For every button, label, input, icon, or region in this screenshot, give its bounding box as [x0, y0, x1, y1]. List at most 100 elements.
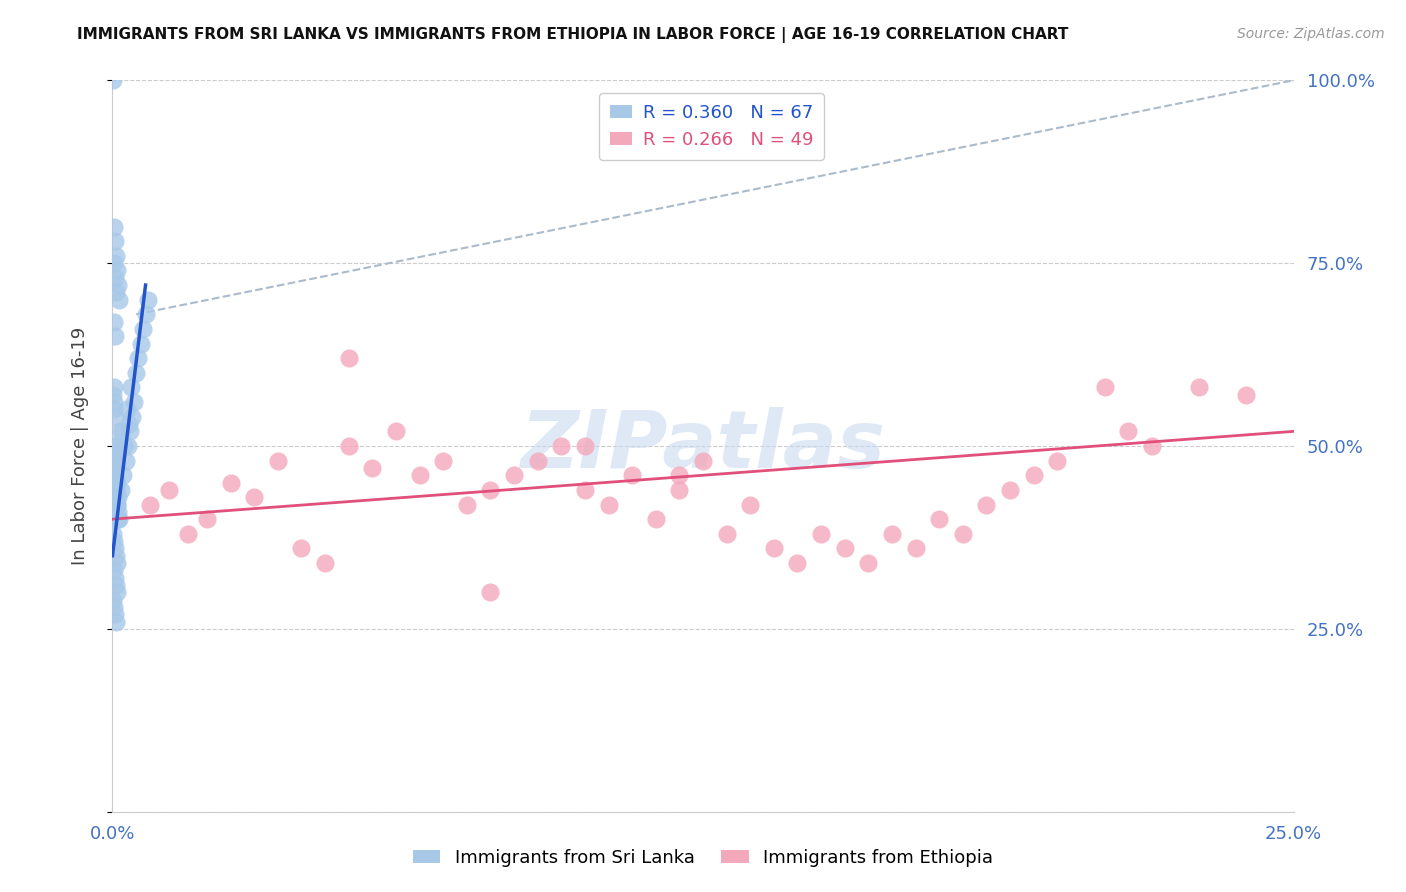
Point — [1094, 380, 1116, 394]
Point — [810, 526, 832, 541]
Legend: R = 0.360   N = 67, R = 0.266   N = 49: R = 0.360 N = 67, R = 0.266 N = 49 — [599, 93, 824, 160]
Point — [786, 556, 808, 570]
Point — [104, 607, 127, 622]
Point — [1116, 425, 1139, 439]
Point — [103, 563, 125, 577]
Point — [122, 395, 145, 409]
Point — [111, 425, 134, 439]
Point — [692, 453, 714, 467]
Point — [952, 526, 974, 541]
Point — [103, 315, 125, 329]
Point — [408, 468, 430, 483]
Text: ZIPatlas: ZIPatlas — [520, 407, 886, 485]
Point — [103, 453, 125, 467]
Point — [503, 468, 526, 483]
Point — [108, 425, 131, 439]
Point — [740, 498, 762, 512]
Point — [177, 526, 200, 541]
Point — [644, 512, 666, 526]
Point — [716, 526, 738, 541]
Point — [479, 585, 502, 599]
Point — [107, 490, 129, 504]
Point — [668, 468, 690, 483]
Point — [103, 256, 125, 270]
Point — [1140, 439, 1163, 453]
Point — [135, 307, 157, 321]
Point — [103, 388, 125, 402]
Point — [103, 446, 125, 460]
Point — [1234, 388, 1257, 402]
Point — [762, 541, 785, 556]
Point — [103, 592, 125, 607]
Point — [432, 453, 454, 467]
Point — [1046, 453, 1069, 467]
Point — [136, 293, 159, 307]
Point — [114, 453, 136, 467]
Point — [361, 461, 384, 475]
Point — [104, 285, 127, 300]
Point — [858, 556, 880, 570]
Point — [290, 541, 312, 556]
Point — [314, 556, 336, 570]
Point — [103, 439, 125, 453]
Point — [103, 402, 125, 417]
Point — [103, 380, 125, 394]
Point — [115, 402, 138, 417]
Point — [243, 490, 266, 504]
Point — [120, 380, 142, 394]
Point — [111, 468, 134, 483]
Point — [104, 541, 127, 556]
Point — [105, 498, 128, 512]
Point — [337, 351, 360, 366]
Legend: Immigrants from Sri Lanka, Immigrants from Ethiopia: Immigrants from Sri Lanka, Immigrants fr… — [406, 842, 1000, 874]
Point — [976, 498, 998, 512]
Point — [526, 453, 548, 467]
Point — [110, 483, 132, 497]
Point — [104, 234, 127, 248]
Point — [104, 409, 127, 424]
Point — [103, 73, 125, 87]
Point — [104, 468, 127, 483]
Point — [598, 498, 620, 512]
Point — [103, 219, 125, 234]
Point — [1022, 468, 1045, 483]
Point — [112, 439, 135, 453]
Point — [104, 475, 127, 490]
Point — [904, 541, 927, 556]
Point — [574, 439, 596, 453]
Point — [132, 322, 155, 336]
Point — [104, 329, 127, 343]
Point — [120, 425, 142, 439]
Point — [103, 534, 125, 549]
Point — [998, 483, 1021, 497]
Point — [129, 336, 152, 351]
Point — [103, 526, 125, 541]
Text: IMMIGRANTS FROM SRI LANKA VS IMMIGRANTS FROM ETHIOPIA IN LABOR FORCE | AGE 16-19: IMMIGRANTS FROM SRI LANKA VS IMMIGRANTS … — [77, 27, 1069, 43]
Point — [105, 483, 128, 497]
Point — [880, 526, 903, 541]
Point — [550, 439, 572, 453]
Point — [127, 351, 149, 366]
Point — [105, 549, 128, 563]
Point — [105, 475, 128, 490]
Point — [574, 483, 596, 497]
Point — [118, 417, 141, 431]
Point — [456, 498, 478, 512]
Point — [157, 483, 180, 497]
Point — [117, 439, 139, 453]
Point — [104, 468, 127, 483]
Point — [105, 556, 128, 570]
Point — [107, 278, 129, 293]
Point — [105, 490, 128, 504]
Point — [103, 599, 125, 614]
Point — [621, 468, 644, 483]
Point — [104, 571, 127, 585]
Point — [121, 409, 143, 424]
Point — [104, 453, 127, 467]
Point — [103, 395, 125, 409]
Point — [125, 366, 148, 380]
Point — [195, 512, 218, 526]
Point — [479, 483, 502, 497]
Point — [104, 249, 127, 263]
Point — [107, 293, 129, 307]
